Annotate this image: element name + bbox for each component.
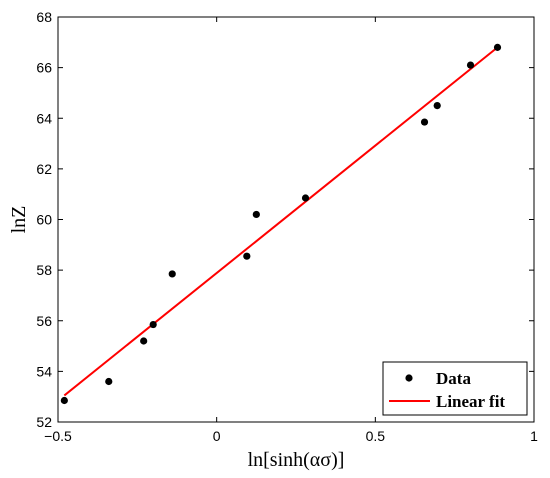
y-tick-label: 64 — [36, 110, 52, 126]
data-point — [252, 210, 260, 219]
y-tick-label: 60 — [36, 212, 52, 228]
y-tick-label: 52 — [36, 414, 52, 430]
y-axis-label: lnZ — [8, 206, 30, 234]
data-point — [243, 252, 251, 260]
data-point — [168, 270, 176, 278]
legend-box — [382, 361, 528, 416]
x-axis-label: ln[sinh(ασ)] — [248, 449, 345, 471]
data-point — [149, 320, 157, 329]
y-tick-label: 68 — [36, 9, 52, 25]
data-point — [60, 396, 68, 405]
x-tick-label: 1 — [530, 428, 538, 444]
plot-marks — [60, 43, 502, 405]
data-point — [466, 61, 475, 69]
x-tick-label: −0.5 — [44, 428, 72, 444]
data-point — [105, 377, 113, 386]
legend-fit-label: Linear fit — [436, 392, 505, 411]
legend: Data Linear fit — [382, 361, 528, 416]
legend-data-label: Data — [436, 369, 471, 388]
y-tick-label: 66 — [36, 60, 52, 76]
plot-frame — [57, 16, 535, 423]
linear-fit-line — [63, 46, 499, 397]
y-tick-label: 54 — [36, 363, 52, 379]
x-tick-label: 0 — [213, 428, 221, 444]
y-tick-label: 58 — [36, 262, 52, 278]
plot-background — [58, 17, 534, 422]
data-point — [433, 101, 441, 110]
x-tick-label: 0.5 — [366, 428, 386, 444]
y-tick-label: 62 — [36, 161, 52, 177]
data-point — [493, 43, 502, 51]
data-point — [301, 194, 310, 202]
legend-data-marker — [405, 374, 413, 382]
y-tick-label: 56 — [36, 313, 52, 329]
data-point — [140, 337, 148, 345]
data-point — [420, 118, 429, 126]
